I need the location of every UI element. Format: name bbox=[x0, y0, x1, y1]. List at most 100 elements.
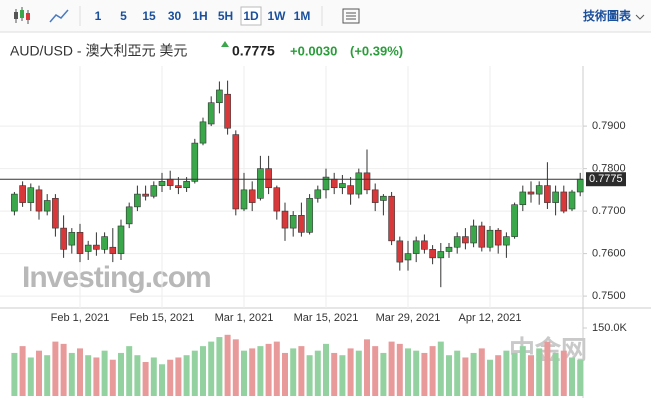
volume-bar bbox=[511, 352, 518, 396]
volume-bar bbox=[232, 339, 239, 396]
candle-body bbox=[35, 189, 43, 212]
interval[interactable]: 1W bbox=[268, 9, 287, 23]
interval[interactable]: 1D bbox=[243, 9, 259, 23]
candle-body bbox=[453, 236, 461, 248]
candle-body bbox=[175, 185, 182, 189]
volume-bar bbox=[191, 350, 198, 396]
volume-bar bbox=[85, 355, 92, 396]
candle-body bbox=[503, 236, 510, 246]
volume-bar bbox=[19, 346, 26, 396]
volume-bar bbox=[93, 357, 100, 396]
volume-bar bbox=[388, 341, 395, 396]
candle-body bbox=[84, 244, 92, 252]
volume-bar bbox=[109, 359, 116, 396]
candle-body bbox=[535, 185, 543, 195]
volume-bar bbox=[150, 357, 157, 396]
candle-body bbox=[142, 193, 149, 197]
candle-body bbox=[248, 189, 256, 203]
volume-bar bbox=[60, 343, 67, 396]
candle-body bbox=[52, 198, 59, 229]
up-arrow bbox=[221, 41, 229, 47]
line-icon[interactable] bbox=[49, 9, 69, 23]
candle-body bbox=[68, 232, 76, 246]
chart-link[interactable]: 技術圖表 bbox=[583, 8, 632, 23]
volume-bar bbox=[306, 355, 313, 396]
volume-bar bbox=[364, 339, 370, 396]
volume-bar bbox=[577, 359, 584, 396]
interval[interactable]: 30 bbox=[168, 9, 182, 23]
volume-bar bbox=[503, 350, 510, 396]
x-tick-label: Mar 1, 2021 bbox=[215, 312, 274, 324]
candle-body bbox=[494, 229, 502, 246]
interval[interactable]: 1H bbox=[192, 9, 207, 23]
interval[interactable]: 5 bbox=[120, 9, 127, 23]
interval[interactable]: 15 bbox=[142, 9, 156, 23]
candle-icon[interactable] bbox=[14, 7, 30, 24]
candle-body bbox=[43, 200, 51, 212]
candle-body bbox=[355, 172, 363, 195]
volume-bar bbox=[224, 334, 231, 396]
volume-bar bbox=[183, 355, 190, 396]
volume-bar bbox=[544, 341, 551, 396]
candle-body bbox=[560, 191, 568, 212]
candle-body bbox=[166, 178, 174, 186]
candle-body bbox=[76, 232, 84, 254]
volume-bar bbox=[257, 346, 264, 396]
dropdown-arrow bbox=[635, 14, 645, 20]
candle-body bbox=[445, 246, 453, 252]
candle-body bbox=[437, 251, 445, 259]
candle-body bbox=[101, 236, 108, 250]
candle-body bbox=[93, 244, 100, 250]
candle-body bbox=[511, 204, 518, 237]
volume-bar bbox=[372, 346, 379, 396]
change-percent: (+0.39%) bbox=[350, 43, 403, 58]
candle-body bbox=[552, 191, 559, 203]
volume-bar bbox=[380, 352, 387, 396]
settings-icon[interactable] bbox=[342, 8, 360, 24]
candle-body bbox=[363, 172, 371, 191]
candle-body bbox=[11, 193, 18, 212]
x-tick-label: Feb 1, 2021 bbox=[51, 312, 110, 324]
candle-body bbox=[134, 193, 141, 208]
candle-body bbox=[60, 227, 67, 250]
price-label: 0.7775 bbox=[589, 173, 623, 185]
volume-bar bbox=[27, 357, 34, 396]
candle-body bbox=[257, 168, 264, 199]
volume-bar bbox=[560, 350, 567, 396]
volume-bar bbox=[282, 352, 288, 396]
candle-body bbox=[478, 225, 486, 248]
volume-bar bbox=[519, 346, 526, 396]
candle-body bbox=[470, 225, 477, 244]
x-tick-label: Apr 12, 2021 bbox=[459, 312, 522, 324]
interval[interactable]: 1 bbox=[95, 9, 102, 23]
candle-body bbox=[347, 185, 354, 195]
candle-body bbox=[273, 187, 281, 212]
interval[interactable]: 1M bbox=[294, 9, 311, 23]
symbol: AUD/USD - 澳大利亞元 美元 bbox=[10, 43, 187, 59]
interval[interactable]: 5H bbox=[218, 9, 233, 23]
candle-body bbox=[19, 185, 26, 203]
volume-bar bbox=[421, 352, 428, 396]
volume-bar bbox=[347, 348, 354, 396]
candle-body bbox=[486, 229, 494, 248]
volume-bar bbox=[290, 348, 297, 396]
candle-body bbox=[216, 89, 223, 104]
volume-bar bbox=[159, 364, 165, 396]
candle-body bbox=[199, 121, 207, 144]
volume-bar bbox=[216, 337, 223, 396]
volume-bar bbox=[331, 352, 338, 396]
volume-bar bbox=[569, 357, 575, 396]
x-tick-label: Mar 15, 2021 bbox=[294, 312, 359, 324]
candle-body bbox=[371, 189, 379, 203]
volume-bar bbox=[68, 352, 75, 396]
candle-body bbox=[306, 198, 313, 233]
volume-bar bbox=[323, 343, 329, 396]
volume-bar bbox=[396, 343, 403, 396]
candle-body bbox=[380, 195, 387, 201]
volume-bar bbox=[11, 352, 18, 396]
price-label-box bbox=[586, 172, 626, 187]
price: 0.7775 bbox=[232, 43, 275, 59]
volume-bar bbox=[241, 350, 247, 396]
volume-bar bbox=[142, 362, 149, 396]
volume-bar bbox=[298, 346, 305, 396]
